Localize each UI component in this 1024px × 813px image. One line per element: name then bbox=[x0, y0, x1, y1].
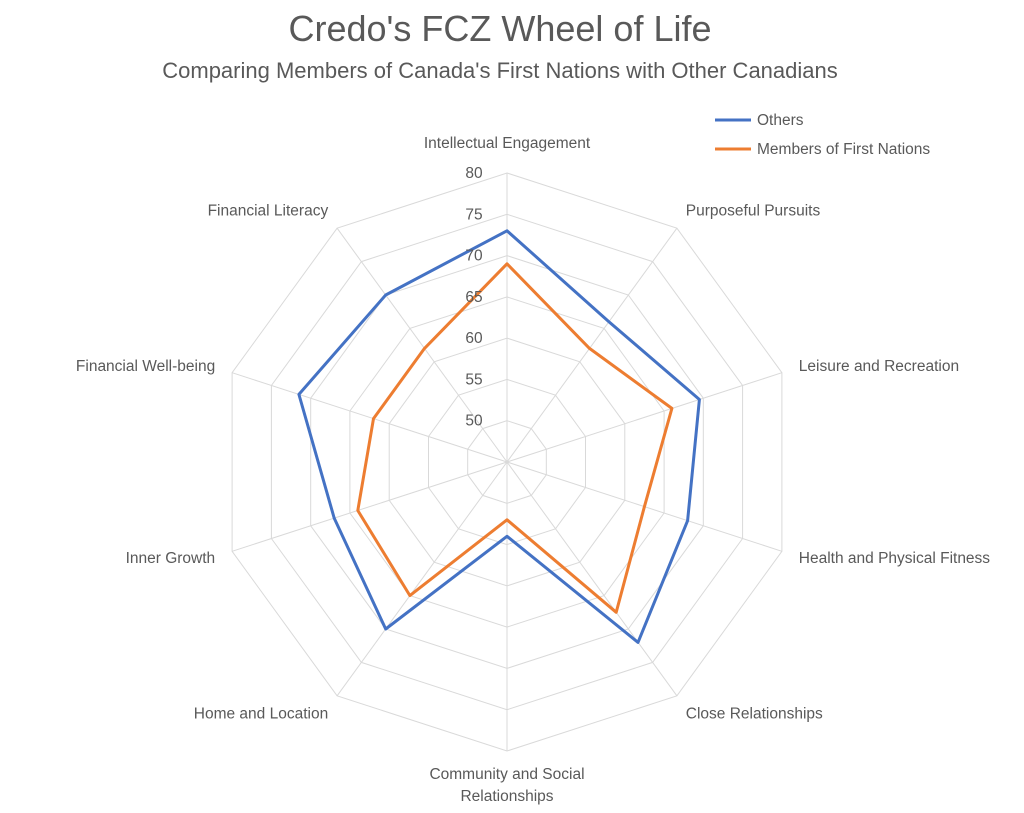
series-line-first-nations bbox=[356, 262, 674, 614]
axis-label: Purposeful Pursuits bbox=[686, 202, 821, 219]
radar-grid bbox=[231, 172, 783, 752]
axis-label: Health and Physical Fitness bbox=[799, 550, 991, 567]
grid-spoke bbox=[506, 372, 783, 463]
tick-label: 60 bbox=[465, 330, 483, 347]
grid-spoke bbox=[231, 461, 508, 552]
tick-label: 55 bbox=[465, 371, 482, 388]
legend-label: Members of First Nations bbox=[757, 141, 930, 158]
tick-label: 70 bbox=[465, 248, 483, 265]
series-line-others bbox=[297, 229, 701, 644]
grid-spoke bbox=[336, 461, 508, 697]
axis-label: Close Relationships bbox=[686, 706, 823, 723]
axis-label: Financial Well-being bbox=[76, 358, 215, 375]
grid-spoke bbox=[506, 227, 678, 463]
legend: Others Members of First Nations bbox=[715, 112, 930, 158]
axis-label: Community and Social Relationships bbox=[429, 766, 584, 805]
grid-spoke bbox=[506, 461, 678, 697]
tick-label: 75 bbox=[465, 206, 482, 223]
chart-title: Credo's FCZ Wheel of Life bbox=[288, 8, 712, 49]
axis-label: Leisure and Recreation bbox=[799, 358, 959, 375]
grid-spoke bbox=[336, 227, 508, 463]
tick-label: 50 bbox=[465, 413, 483, 430]
axis-label: Intellectual Engagement bbox=[424, 135, 591, 152]
legend-label: Others bbox=[757, 112, 804, 129]
tick-label: 65 bbox=[465, 289, 482, 306]
tick-label: 80 bbox=[465, 165, 483, 182]
axis-label: Financial Literacy bbox=[208, 202, 329, 219]
grid-spoke bbox=[231, 372, 508, 463]
chart-subtitle: Comparing Members of Canada's First Nati… bbox=[162, 58, 838, 83]
axis-label: Home and Location bbox=[194, 706, 328, 723]
axis-label: Inner Growth bbox=[126, 550, 216, 567]
